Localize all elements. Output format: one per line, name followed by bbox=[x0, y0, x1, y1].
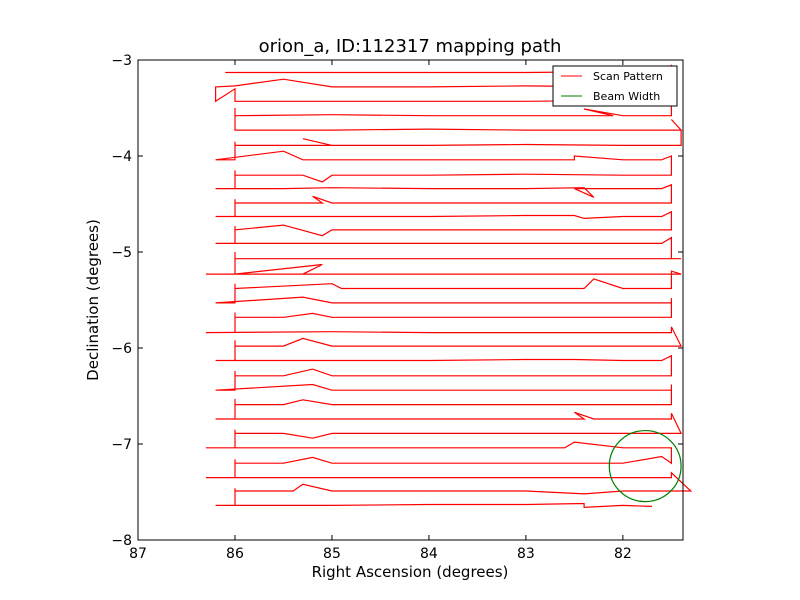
y-tick-label: −4 bbox=[111, 149, 132, 165]
y-tick-label: −6 bbox=[111, 341, 132, 357]
legend-label-beam-width: Beam Width bbox=[593, 90, 660, 103]
x-tick-label: 82 bbox=[614, 546, 632, 562]
legend-box bbox=[552, 65, 678, 107]
plot-frame bbox=[138, 60, 683, 540]
y-tick-label: −3 bbox=[111, 53, 132, 69]
x-tick-label: 86 bbox=[226, 546, 244, 562]
y-tick-label: −7 bbox=[111, 437, 132, 453]
series-beam-width-circle bbox=[608, 429, 682, 503]
series-scan-pattern-path bbox=[205, 64, 693, 509]
x-tick-label: 85 bbox=[323, 546, 341, 562]
y-tick-label: −8 bbox=[111, 533, 132, 549]
x-axis-label: Right Ascension (degrees) bbox=[312, 563, 509, 581]
series-layer bbox=[205, 64, 693, 509]
x-tick-label: 83 bbox=[517, 546, 535, 562]
x-tick-label: 87 bbox=[129, 546, 147, 562]
legend: Scan Pattern Beam Width bbox=[552, 65, 678, 107]
x-tick-label: 84 bbox=[420, 546, 438, 562]
chart-title: orion_a, ID:112317 mapping path bbox=[259, 36, 562, 57]
y-tick-label: −5 bbox=[111, 245, 132, 261]
legend-label-scan-pattern: Scan Pattern bbox=[593, 70, 663, 83]
plot-border bbox=[137, 59, 684, 541]
x-axis-ticks: 87 86 85 84 83 82 bbox=[129, 60, 632, 562]
y-axis-label: Declination (degrees) bbox=[84, 219, 102, 381]
y-axis-ticks: −3 −4 −5 −6 −7 −8 bbox=[111, 53, 683, 549]
plot-area: 87 86 85 84 83 82 −3 −4 −5 −6 −7 −8 bbox=[111, 53, 693, 562]
